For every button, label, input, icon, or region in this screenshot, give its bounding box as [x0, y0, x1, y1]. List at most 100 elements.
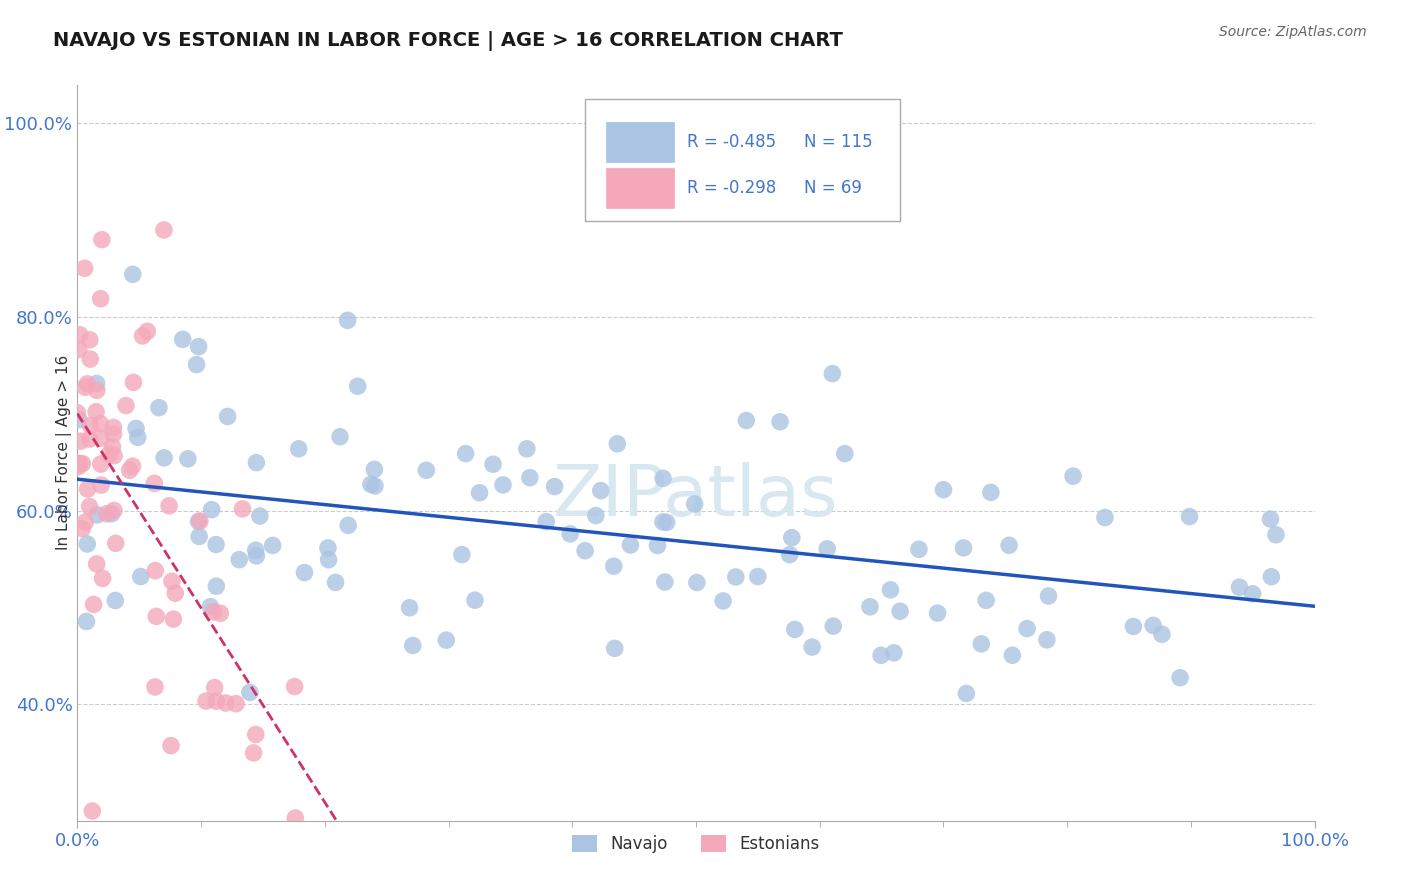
- Point: [225, 697, 247, 711]
- Point: [952, 541, 974, 555]
- Point: [205, 579, 228, 593]
- Point: [883, 646, 905, 660]
- Point: [780, 531, 803, 545]
- Point: [90, 478, 112, 492]
- Point: [118, 463, 141, 477]
- Point: [75, 380, 97, 394]
- Point: [86, 557, 108, 571]
- Point: [187, 340, 209, 354]
- Point: [148, 401, 170, 415]
- Point: [889, 604, 911, 618]
- Point: [492, 478, 515, 492]
- Point: [125, 421, 148, 435]
- Point: [1017, 622, 1039, 636]
- Point: [998, 538, 1021, 552]
- Point: [974, 593, 997, 607]
- Point: [101, 440, 124, 454]
- Point: [103, 503, 125, 517]
- Legend: Navajo, Estonians: Navajo, Estonians: [565, 829, 827, 860]
- Point: [560, 527, 582, 541]
- Point: [398, 600, 420, 615]
- Point: [801, 640, 824, 654]
- Point: [834, 447, 856, 461]
- Point: [72, 457, 94, 471]
- Point: [86, 376, 108, 391]
- Point: [1260, 570, 1282, 584]
- Point: [103, 449, 125, 463]
- Point: [1265, 528, 1288, 542]
- Text: Source: ZipAtlas.com: Source: ZipAtlas.com: [1219, 25, 1367, 39]
- Point: [823, 619, 845, 633]
- Point: [1178, 509, 1201, 524]
- Point: [603, 559, 626, 574]
- Point: [73, 261, 96, 276]
- Point: [205, 694, 228, 708]
- Point: [955, 686, 977, 700]
- Point: [76, 537, 98, 551]
- Text: R = -0.298: R = -0.298: [688, 179, 776, 197]
- Point: [468, 485, 491, 500]
- Point: [127, 430, 149, 444]
- Point: [177, 451, 200, 466]
- Point: [1094, 510, 1116, 524]
- Point: [76, 376, 98, 391]
- Point: [363, 462, 385, 476]
- Point: [188, 529, 211, 543]
- Point: [72, 522, 94, 536]
- Point: [769, 415, 792, 429]
- Text: N = 69: N = 69: [804, 179, 862, 197]
- Point: [172, 332, 194, 346]
- Point: [735, 413, 758, 427]
- Point: [1229, 580, 1251, 594]
- Point: [346, 379, 368, 393]
- Point: [201, 502, 224, 516]
- Point: [724, 570, 747, 584]
- Point: [652, 471, 675, 485]
- FancyBboxPatch shape: [606, 121, 673, 162]
- Point: [79, 418, 101, 433]
- Point: [287, 442, 309, 456]
- Point: [329, 430, 352, 444]
- Point: [91, 571, 114, 585]
- Point: [84, 405, 107, 419]
- Point: [90, 457, 112, 471]
- Point: [131, 329, 153, 343]
- Point: [464, 593, 486, 607]
- Point: [870, 648, 893, 663]
- Point: [90, 233, 112, 247]
- Point: [980, 485, 1002, 500]
- Point: [337, 518, 360, 533]
- Point: [606, 437, 628, 451]
- Point: [67, 459, 90, 474]
- Point: [589, 483, 612, 498]
- Point: [242, 746, 264, 760]
- Point: [103, 427, 125, 442]
- Point: [1036, 632, 1059, 647]
- Point: [67, 343, 90, 357]
- Point: [815, 541, 838, 556]
- Point: [143, 564, 166, 578]
- Point: [450, 548, 472, 562]
- Point: [136, 324, 159, 338]
- Point: [121, 268, 143, 282]
- Point: [1038, 589, 1060, 603]
- Point: [927, 606, 949, 620]
- Point: [245, 727, 267, 741]
- Point: [160, 739, 183, 753]
- Point: [434, 633, 457, 648]
- Point: [711, 594, 734, 608]
- Point: [1142, 618, 1164, 632]
- Point: [90, 431, 112, 445]
- Point: [747, 569, 769, 583]
- Point: [245, 543, 267, 558]
- Text: R = -0.485: R = -0.485: [688, 133, 776, 151]
- Point: [153, 223, 176, 237]
- Point: [245, 456, 267, 470]
- Point: [104, 593, 127, 607]
- Text: NAVAJO VS ESTONIAN IN LABOR FORCE | AGE > 16 CORRELATION CHART: NAVAJO VS ESTONIAN IN LABOR FORCE | AGE …: [53, 31, 844, 51]
- Point: [100, 507, 122, 521]
- Point: [336, 313, 359, 327]
- Point: [115, 399, 138, 413]
- Point: [249, 509, 271, 524]
- Point: [153, 450, 176, 465]
